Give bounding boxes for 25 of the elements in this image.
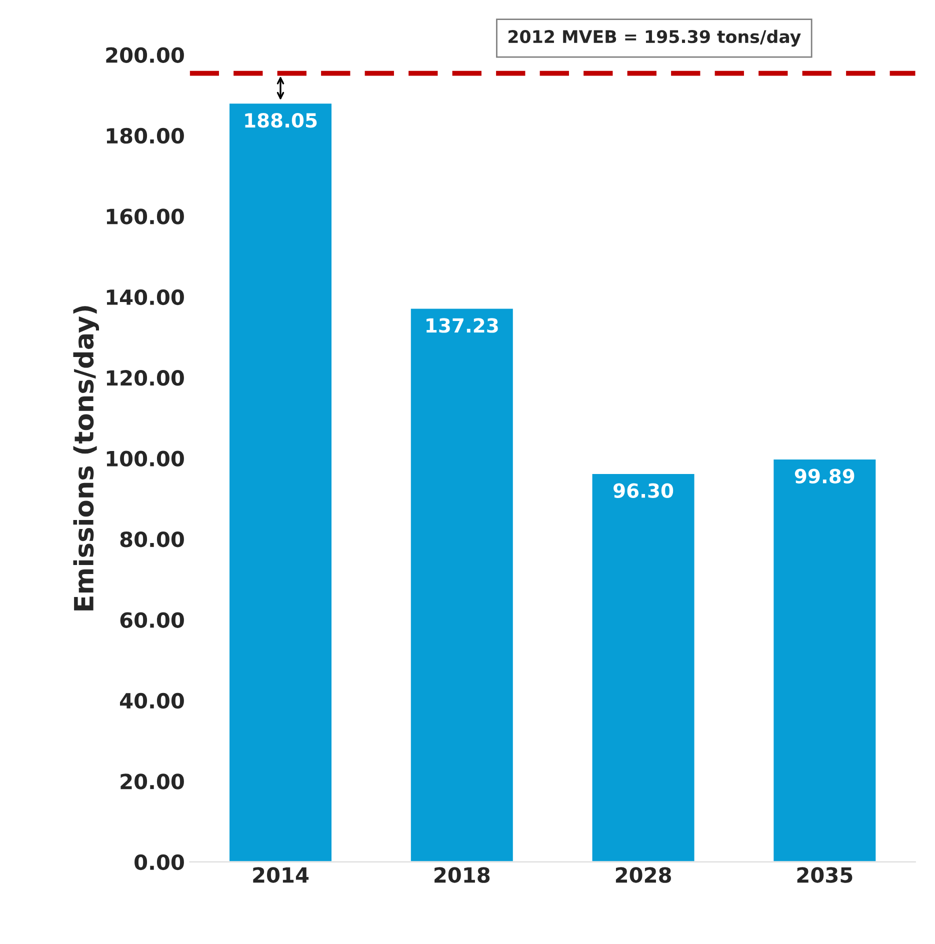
ref-line-label: 2012 MVEB = 195.39 tons/day <box>508 30 801 47</box>
data-label: 137.23 <box>426 318 498 333</box>
y-tick-label: 140.00 <box>106 289 184 306</box>
y-tick-label: 0.00 <box>134 854 184 870</box>
bar <box>228 102 333 862</box>
bar <box>590 472 696 862</box>
x-tick-label: 2018 <box>434 867 490 883</box>
data-label: 99.89 <box>794 468 854 484</box>
x-tick-label: 2035 <box>797 867 852 883</box>
y-axis-title: Emissions (tons/day) <box>73 306 99 610</box>
y-tick-label: 20.00 <box>120 774 184 790</box>
x-tick-label: 2028 <box>616 867 671 883</box>
data-label: 188.05 <box>245 113 317 128</box>
y-tick-label: 160.00 <box>106 208 184 224</box>
x-tick-label: 2014 <box>253 867 309 883</box>
bar <box>772 458 878 862</box>
y-tick-label: 100.00 <box>106 450 184 467</box>
y-tick-label: 80.00 <box>120 531 184 548</box>
y-tick-label: 60.00 <box>120 612 184 628</box>
y-tick-label: 180.00 <box>106 128 184 144</box>
y-tick-label: 40.00 <box>120 692 184 709</box>
data-label: 96.30 <box>614 483 674 498</box>
y-tick-label: 120.00 <box>106 370 184 386</box>
bar <box>410 307 514 862</box>
y-tick-label: 200.00 <box>106 47 184 63</box>
